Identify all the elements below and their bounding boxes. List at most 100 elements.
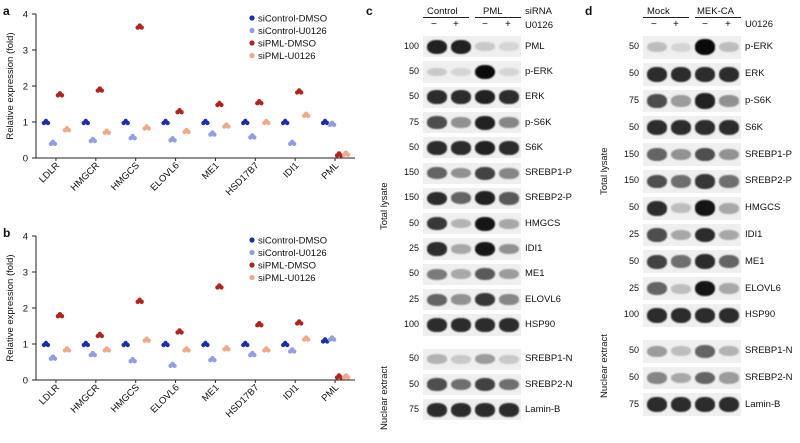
data-point [266, 348, 271, 353]
band [451, 269, 471, 280]
x-tick-label: ELOVL6 [149, 382, 182, 415]
band [499, 67, 519, 77]
blot-strip [643, 36, 741, 59]
band [451, 318, 471, 332]
band [499, 192, 519, 205]
band [427, 90, 447, 105]
blot-strip [643, 304, 741, 327]
data-point [139, 25, 144, 30]
x-tick-label: HMGCS [109, 382, 142, 415]
band [647, 174, 667, 189]
band [671, 42, 691, 52]
blot-label: ELOVL6 [745, 282, 781, 294]
data-point [252, 135, 257, 140]
legend-marker [249, 27, 255, 34]
band [475, 292, 495, 307]
mw-marker: 50 [408, 65, 419, 76]
sign-lane-1-d: − [651, 19, 657, 30]
band [451, 117, 471, 128]
data-point [226, 124, 231, 129]
band [719, 66, 739, 82]
band [695, 200, 715, 216]
band [451, 39, 471, 54]
blot-label: SREBP2-P [745, 175, 792, 187]
band [671, 397, 691, 413]
chart-b: 0 1 2 3 4 Relative expression (fold) LDLR HMGCR… [5, 232, 355, 420]
legend-label: siPML-U0126 [258, 51, 316, 62]
band [671, 255, 691, 269]
band [695, 254, 715, 270]
data-point [298, 90, 304, 95]
blot-strip [423, 162, 521, 184]
data-point [99, 88, 105, 93]
blot-row: 150 SREBP1-P [365, 161, 580, 186]
band [719, 255, 739, 269]
band [719, 175, 739, 188]
blot-row: 25 IDI1 [585, 222, 800, 249]
data-point [106, 130, 112, 135]
y-tick-label: 0 [23, 376, 28, 387]
blot-row: 50 SREBP1-N [585, 338, 800, 365]
blot-strip [423, 86, 521, 108]
data-point [92, 352, 98, 358]
blot-strip [643, 170, 741, 193]
blot-label: p-ERK [525, 65, 553, 77]
legend-label: siPML-DMSO [258, 39, 316, 50]
sign-lane-3-d: − [702, 19, 708, 30]
band [695, 397, 715, 413]
blot-row: 50 ME1 [585, 248, 800, 275]
blot-strip [423, 289, 521, 311]
band [427, 268, 447, 280]
band [647, 120, 667, 136]
data-point [291, 141, 297, 147]
mw-marker: 50 [628, 202, 639, 213]
band [451, 378, 471, 391]
group-line-control [423, 17, 469, 18]
mw-marker: 50 [628, 371, 639, 382]
blot-strip [643, 250, 741, 274]
x-tick-label: HMGCR [69, 160, 102, 193]
data-point [212, 132, 217, 137]
data-point [345, 152, 351, 157]
blot-strip [423, 348, 521, 370]
data-point [85, 120, 91, 126]
data-point [45, 342, 51, 348]
x-tick-label: PML [320, 382, 342, 404]
blot-strip [423, 137, 521, 159]
x-tick-label: LDLR [37, 160, 62, 185]
blot-row: 75 Lamin-B [585, 391, 800, 418]
y-tick-label: 4 [23, 232, 28, 243]
blot-strip [643, 393, 741, 417]
band [695, 307, 715, 323]
blot-strip [423, 263, 521, 285]
data-point [85, 342, 91, 348]
band [671, 372, 691, 384]
row-label-u0126: U0126 [525, 20, 553, 31]
legend-marker [249, 249, 255, 256]
blot-strip [423, 36, 521, 58]
blot-strip [643, 277, 741, 300]
mw-marker: 75 [628, 398, 639, 409]
data-point [172, 138, 177, 143]
blot-strip [643, 116, 741, 140]
band [719, 283, 739, 294]
blot-strip [643, 89, 741, 113]
data-point [172, 363, 177, 369]
band [499, 243, 519, 255]
blot-row: 50 HMGCS [365, 211, 580, 236]
y-axis-label: Relative expression (fold) [5, 32, 16, 139]
sign-lane-1: − [431, 19, 437, 30]
mw-marker: 50 [628, 121, 639, 132]
band [499, 294, 519, 306]
data-point [305, 337, 311, 342]
band [695, 147, 715, 162]
blot-label: S6K [745, 121, 763, 133]
band [671, 95, 691, 107]
mw-marker: 50 [408, 353, 419, 364]
band [499, 42, 519, 51]
blot-row: 50 S6K [585, 114, 800, 141]
blot-row: 25 ELOVL6 [585, 275, 800, 302]
blot-label: HSP90 [525, 318, 556, 330]
sign-lane-4-d: + [725, 19, 731, 30]
band [499, 167, 519, 179]
